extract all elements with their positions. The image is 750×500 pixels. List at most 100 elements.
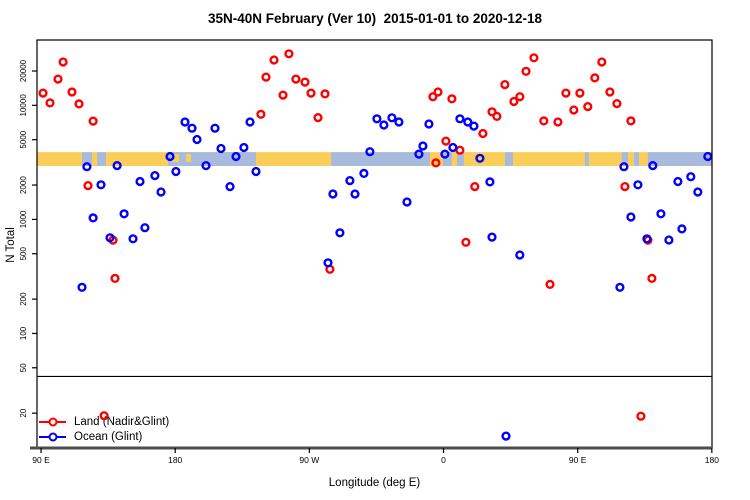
scatter-point-ocean xyxy=(633,180,643,190)
scatter-point-ocean xyxy=(328,189,338,199)
y-axis-title: N Total xyxy=(5,227,17,263)
legend-ocean-circle-icon xyxy=(48,432,57,441)
scatter-point-ocean xyxy=(180,117,190,127)
scatter-point-ocean xyxy=(128,234,138,244)
scatter-point-ocean xyxy=(245,117,255,127)
scatter-point-land xyxy=(433,87,443,97)
scatter-point-ocean xyxy=(703,151,713,162)
scatter-point-land xyxy=(590,73,600,83)
surface-band-ocean-segment xyxy=(504,152,513,166)
scatter-point-land xyxy=(620,182,630,192)
scatter-point-land xyxy=(74,99,84,109)
scatter-point-land xyxy=(428,92,438,102)
legend: Land (Nadir&Glint) Ocean (Glint) xyxy=(39,414,169,444)
x-tick-label: 0 xyxy=(441,455,446,465)
scatter-point-ocean xyxy=(501,431,511,441)
scatter-point-land xyxy=(261,72,271,82)
scatter-point-land xyxy=(575,88,585,98)
surface-band-land-speckle xyxy=(172,154,180,162)
scatter-point-land xyxy=(529,53,539,63)
scatter-point-land xyxy=(83,181,93,191)
scatter-point-ocean xyxy=(140,223,150,233)
scatter-point-ocean xyxy=(626,212,636,222)
scatter-point-ocean xyxy=(455,114,465,124)
scatter-point-land xyxy=(313,112,323,123)
scatter-point-ocean xyxy=(515,250,525,260)
scatter-point-land xyxy=(461,237,471,247)
surface-band-ocean-segment xyxy=(584,152,589,166)
y-tick-label: 50 xyxy=(19,363,28,372)
scatter-point-ocean xyxy=(323,258,333,268)
surface-band-ocean-segment xyxy=(647,152,712,166)
scatter-point-ocean xyxy=(216,143,226,154)
scatter-point-land xyxy=(626,116,636,126)
legend-item-land: Land (Nadir&Glint) xyxy=(39,414,169,429)
scatter-point-ocean xyxy=(664,235,674,245)
scatter-point-ocean xyxy=(418,141,428,151)
scatter-point-land xyxy=(569,105,579,115)
scatter-point-ocean xyxy=(239,142,249,153)
scatter-point-ocean xyxy=(88,213,98,223)
surface-band-land-speckle xyxy=(186,154,191,162)
plot-border xyxy=(36,39,713,449)
surface-band-ocean-segment xyxy=(442,152,452,166)
legend-ocean-label: Ocean (Glint) xyxy=(74,430,143,443)
x-tick-label: 90 E xyxy=(569,455,587,465)
scatter-point-ocean xyxy=(192,134,202,145)
scatter-point-land xyxy=(455,145,465,155)
scatter-point-land xyxy=(539,116,549,126)
scatter-point-ocean xyxy=(440,149,450,159)
scatter-point-ocean xyxy=(686,172,696,182)
x-tick-label: 90 W xyxy=(299,455,319,465)
scatter-point-ocean xyxy=(656,209,666,219)
scatter-point-land xyxy=(612,98,622,109)
scatter-point-land xyxy=(470,182,480,192)
scatter-point-ocean xyxy=(372,114,382,124)
y-tick-label: 5000 xyxy=(19,130,28,148)
scatter-point-ocean xyxy=(648,161,658,171)
scatter-point-land xyxy=(583,101,593,112)
scatter-point-ocean xyxy=(210,123,220,133)
scatter-point-ocean xyxy=(619,162,629,172)
scatter-point-ocean xyxy=(387,113,397,123)
scatter-point-land xyxy=(431,158,441,168)
scatter-point-ocean xyxy=(201,161,211,171)
scatter-point-ocean xyxy=(225,182,235,192)
x-tick-label: 180 xyxy=(168,455,182,465)
scatter-point-land xyxy=(515,92,525,102)
scatter-point-land xyxy=(553,117,563,127)
scatter-point-ocean xyxy=(615,282,625,292)
scatter-point-land xyxy=(67,87,77,97)
scatter-point-ocean xyxy=(359,168,369,179)
scatter-point-ocean xyxy=(350,189,360,199)
y-tick-label: 10000 xyxy=(19,94,28,117)
scatter-point-land xyxy=(300,77,310,87)
scatter-point-land xyxy=(306,88,316,98)
legend-ocean-marker xyxy=(39,432,66,441)
scatter-point-ocean xyxy=(82,162,92,172)
scatter-point-ocean xyxy=(394,117,404,127)
y-tick-label: 100 xyxy=(19,326,28,340)
scatter-point-land xyxy=(269,55,279,65)
y-tick-label: 200 xyxy=(19,292,28,306)
surface-band-ocean-segment xyxy=(330,152,430,166)
scatter-point-land xyxy=(521,66,531,76)
scatter-point-ocean xyxy=(469,121,479,131)
scatter-point-ocean xyxy=(187,123,197,133)
scatter-point-ocean xyxy=(171,166,181,177)
scatter-point-ocean xyxy=(231,151,241,162)
scatter-point-ocean xyxy=(77,282,87,292)
surface-band-ocean-segment xyxy=(97,152,107,166)
y-tick-label: 20000 xyxy=(19,59,28,82)
surface-band-ocean-segment xyxy=(82,152,93,166)
chart-title: 35N-40N February (Ver 10) 2015-01-01 to … xyxy=(208,11,542,26)
scatter-point-ocean xyxy=(448,142,458,153)
scatter-point-ocean xyxy=(112,161,122,171)
scatter-point-ocean xyxy=(693,187,703,197)
scatter-point-ocean xyxy=(335,228,345,238)
scatter-point-ocean xyxy=(463,117,473,127)
y-tick-label: 2000 xyxy=(19,176,28,194)
scatter-point-land xyxy=(561,88,571,98)
scatter-point-ocean xyxy=(475,153,485,163)
